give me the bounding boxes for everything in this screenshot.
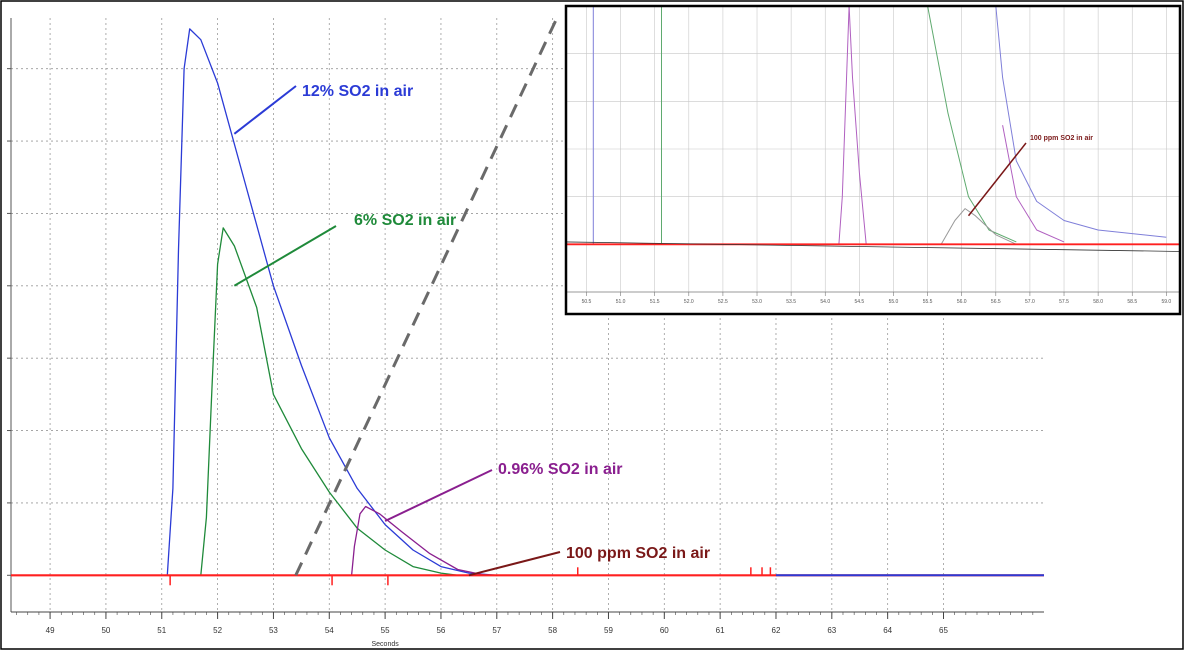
inset-x-tick-label: 58.5	[1127, 299, 1137, 305]
x-tick-label: 56	[436, 626, 445, 635]
x-tick-labels: 49 50 51 52 53 54 55 56 57 58 59 60 61 62 63 64 65	[46, 612, 948, 635]
x-tick-label: 61	[716, 626, 725, 635]
annotation-leader	[384, 469, 493, 522]
inset-x-tick-label: 52.0	[684, 299, 694, 305]
annotation-label: 100 ppm SO2 in air	[566, 545, 710, 562]
annotation-label: 0.96% SO2 in air	[498, 461, 623, 478]
x-tick-label: 50	[101, 626, 110, 635]
x-tick-label: 49	[46, 626, 55, 635]
zoom-indicator-line	[294, 19, 558, 576]
x-tick-label: 62	[772, 626, 781, 635]
inset-x-tick-label: 56.5	[991, 299, 1001, 305]
inset-baseline-dark	[566, 241, 1180, 252]
series-096pct-line	[350, 505, 486, 576]
inset-x-tick-label: 54.5	[854, 299, 864, 305]
inset-series-line	[940, 208, 1017, 245]
inset-x-tick-label: 54.0	[820, 299, 830, 305]
inset-x-tick-label: 52.5	[718, 299, 728, 305]
series-6pct-line	[11, 227, 458, 576]
inset-series	[566, 6, 1180, 252]
x-tick-label: 58	[548, 626, 557, 635]
inset-x-tick-label: 51.5	[650, 299, 660, 305]
inset-x-tick-label: 57.5	[1059, 299, 1069, 305]
inset-x-tick-label: 53.5	[786, 299, 796, 305]
x-tick-label: 59	[604, 626, 613, 635]
x-tick-label: 60	[660, 626, 669, 635]
inset-series-line	[1002, 125, 1065, 243]
inset-x-tick-label: 55.0	[889, 299, 899, 305]
inset-x-tick-label: 51.0	[616, 299, 626, 305]
x-tick-label: 55	[381, 626, 390, 635]
inset-series-line	[995, 6, 1167, 238]
inset-x-tick-label: 50.5	[582, 299, 592, 305]
inset-x-tick-label: 55.5	[923, 299, 933, 305]
annotation-label: 12% SO2 in air	[302, 83, 413, 100]
x-tick-label: 65	[939, 626, 948, 635]
x-tick-label: 52	[213, 626, 222, 635]
x-tick-label: 64	[883, 626, 892, 635]
x-tick-label: 63	[827, 626, 836, 635]
inset-annotation-label: 100 ppm SO2 in air	[1030, 135, 1093, 142]
x-tick-label: 57	[492, 626, 501, 635]
inset-annotation-leader	[967, 142, 1027, 217]
annotation-leader	[233, 85, 297, 135]
series-12pct-line	[11, 28, 1044, 576]
inset-x-tick-label: 53.0	[752, 299, 762, 305]
x-tick-label: 53	[269, 626, 278, 635]
x-tick-label: 51	[157, 626, 166, 635]
annotation-leader	[468, 551, 561, 577]
x-tick-label: 54	[325, 626, 334, 635]
inset-series-line	[848, 6, 867, 245]
inset-background	[566, 6, 1180, 314]
inset-series-line	[838, 6, 850, 245]
inset-x-tick-label: 56.0	[957, 299, 967, 305]
inset-x-tick-label: 58.0	[1093, 299, 1103, 305]
inset-chart: 50.5 51.0 51.5 52.0 52.5 53.0 53.5 54.0 54.5 55.0…	[564, 4, 1182, 316]
inset-border	[564, 4, 1182, 316]
inset-series-line	[927, 6, 1017, 243]
x-axis-title: Seconds	[371, 641, 399, 648]
annotation-label: 6% SO2 in air	[354, 212, 456, 229]
inset-x-tick-label: 59.0	[1161, 299, 1171, 305]
annotation-leader	[233, 225, 337, 287]
inset-x-tick-label: 57.0	[1025, 299, 1035, 305]
